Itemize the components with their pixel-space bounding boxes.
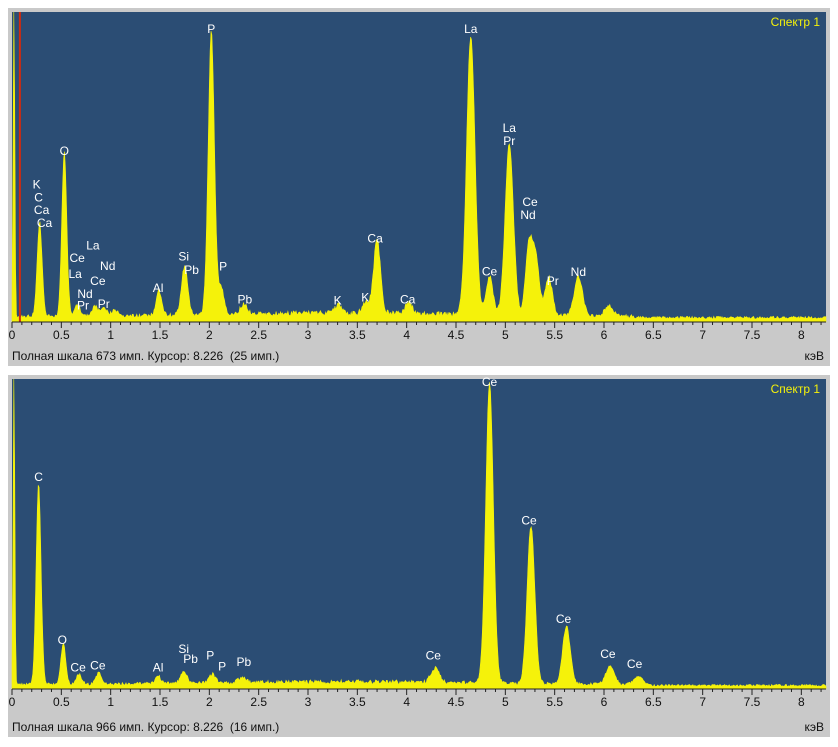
peak-label: Ca	[34, 203, 50, 217]
peak-label: K	[33, 177, 41, 191]
peak-label: P	[207, 22, 215, 36]
peak-label: Pr	[98, 297, 110, 311]
peak-label: La	[503, 121, 517, 135]
peak-label: Si	[178, 642, 189, 656]
peak-label: Ce	[600, 647, 616, 661]
plot-area	[12, 379, 826, 689]
x-tick-label: 4	[403, 695, 410, 709]
x-tick-label: 7.5	[744, 695, 761, 709]
peak-label: Pb	[237, 655, 252, 669]
peak-label: Pr	[77, 299, 89, 313]
x-tick-label: 7	[699, 328, 706, 342]
x-tick-label: 8	[798, 695, 805, 709]
chart-title: Спектр 1	[771, 15, 821, 29]
peak-label: Nd	[520, 208, 535, 222]
peak-label: Pr	[503, 134, 515, 148]
x-tick-label: 6	[601, 328, 608, 342]
x-tick-label: 1.5	[152, 328, 169, 342]
peak-label: C	[34, 470, 43, 484]
x-tick-label: 2	[206, 695, 213, 709]
peak-label: Pr	[547, 274, 559, 288]
x-tick-label: 0	[9, 695, 16, 709]
peak-label: Ce	[522, 195, 538, 209]
peak-label: Nd	[100, 259, 115, 273]
peak-label: Pb	[184, 263, 199, 277]
x-tick-label: 0.5	[53, 695, 70, 709]
peak-label: C	[34, 190, 43, 204]
x-tick-label: 5.5	[546, 328, 563, 342]
peak-label: Ce	[482, 264, 498, 278]
peak-label: Ce	[426, 648, 442, 662]
peak-label: O	[58, 633, 67, 647]
peak-label: Nd	[77, 287, 92, 301]
spectrum-series	[11, 378, 827, 690]
peak-label: Ce	[627, 657, 643, 671]
x-tick-label: 3	[305, 328, 312, 342]
status-text-top: Полная шкала 673 имп. Курсор: 8.226 (25 …	[12, 349, 280, 363]
spectrum-series	[11, 11, 827, 323]
x-tick-label: 6.5	[645, 695, 662, 709]
x-tick-label: 5	[502, 328, 509, 342]
peak-label: Ce	[482, 375, 498, 389]
x-tick-label: 7.5	[744, 328, 761, 342]
peak-label: Nd	[571, 265, 586, 279]
x-tick-label: 0	[9, 328, 16, 342]
peak-label: Ce	[556, 612, 572, 626]
x-tick-label: 8	[798, 328, 805, 342]
x-tick-label: 1	[107, 695, 114, 709]
x-tick-label: 2	[206, 328, 213, 342]
x-tick-label: 1	[107, 328, 114, 342]
peak-label: Pb	[238, 293, 253, 307]
x-tick-label: 0.5	[53, 328, 70, 342]
peak-label: Al	[153, 661, 164, 675]
peak-label: P	[219, 259, 227, 273]
peak-label: Ce	[521, 513, 537, 527]
status-text-bottom: Полная шкала 966 имп. Курсор: 8.226 (16 …	[12, 720, 280, 734]
unit-label-top: кэВ	[804, 349, 824, 363]
peak-label: La	[68, 267, 82, 281]
x-tick-label: 3.5	[349, 695, 366, 709]
peak-label: Ca	[400, 293, 416, 307]
peak-label: La	[86, 239, 100, 253]
peak-label: Ca	[367, 231, 383, 245]
peak-label: Al	[153, 281, 164, 295]
x-tick-label: 2.5	[250, 695, 267, 709]
x-tick-label: 6.5	[645, 328, 662, 342]
chart-title: Спектр 1	[771, 382, 821, 396]
peak-label: Ce	[69, 251, 85, 265]
x-tick-label: 4	[403, 328, 410, 342]
peak-label: Pb	[183, 652, 198, 666]
peak-label: P	[206, 648, 214, 662]
peak-label: P	[218, 659, 226, 673]
x-tick-label: 7	[699, 695, 706, 709]
x-tick-label: 5.5	[546, 695, 563, 709]
spectrum-panel-top: Спектр 1 K C Ca Ca O Ce La Nd La Ce Nd Pr Pr Al Si Pb P P P…	[8, 8, 830, 366]
peak-label: Ca	[37, 216, 53, 230]
peak-label: K	[361, 291, 369, 305]
x-tick-label: 2.5	[250, 328, 267, 342]
spectrum-panel-bottom: Спектр 1 Ce C O Ce Ce Al Si Pb P P Pb Ce Ce Ce Ce Ce 0 0.5…	[8, 375, 830, 737]
peak-label: La	[464, 22, 478, 36]
x-tick-label: 5	[502, 695, 509, 709]
plot-area	[12, 12, 826, 322]
x-tick-label: 4.5	[448, 328, 465, 342]
unit-label-bottom: кэВ	[804, 720, 824, 734]
peak-label: O	[60, 144, 69, 158]
peak-label: Ce	[70, 661, 86, 675]
peak-label: Ce	[90, 659, 106, 673]
x-tick-label: 6	[601, 695, 608, 709]
x-tick-label: 4.5	[448, 695, 465, 709]
peak-label: Si	[178, 250, 189, 264]
peak-label: K	[334, 293, 342, 307]
peak-label: Ce	[90, 274, 106, 288]
x-tick-label: 3.5	[349, 328, 366, 342]
x-tick-label: 1.5	[152, 695, 169, 709]
x-tick-label: 3	[305, 695, 312, 709]
